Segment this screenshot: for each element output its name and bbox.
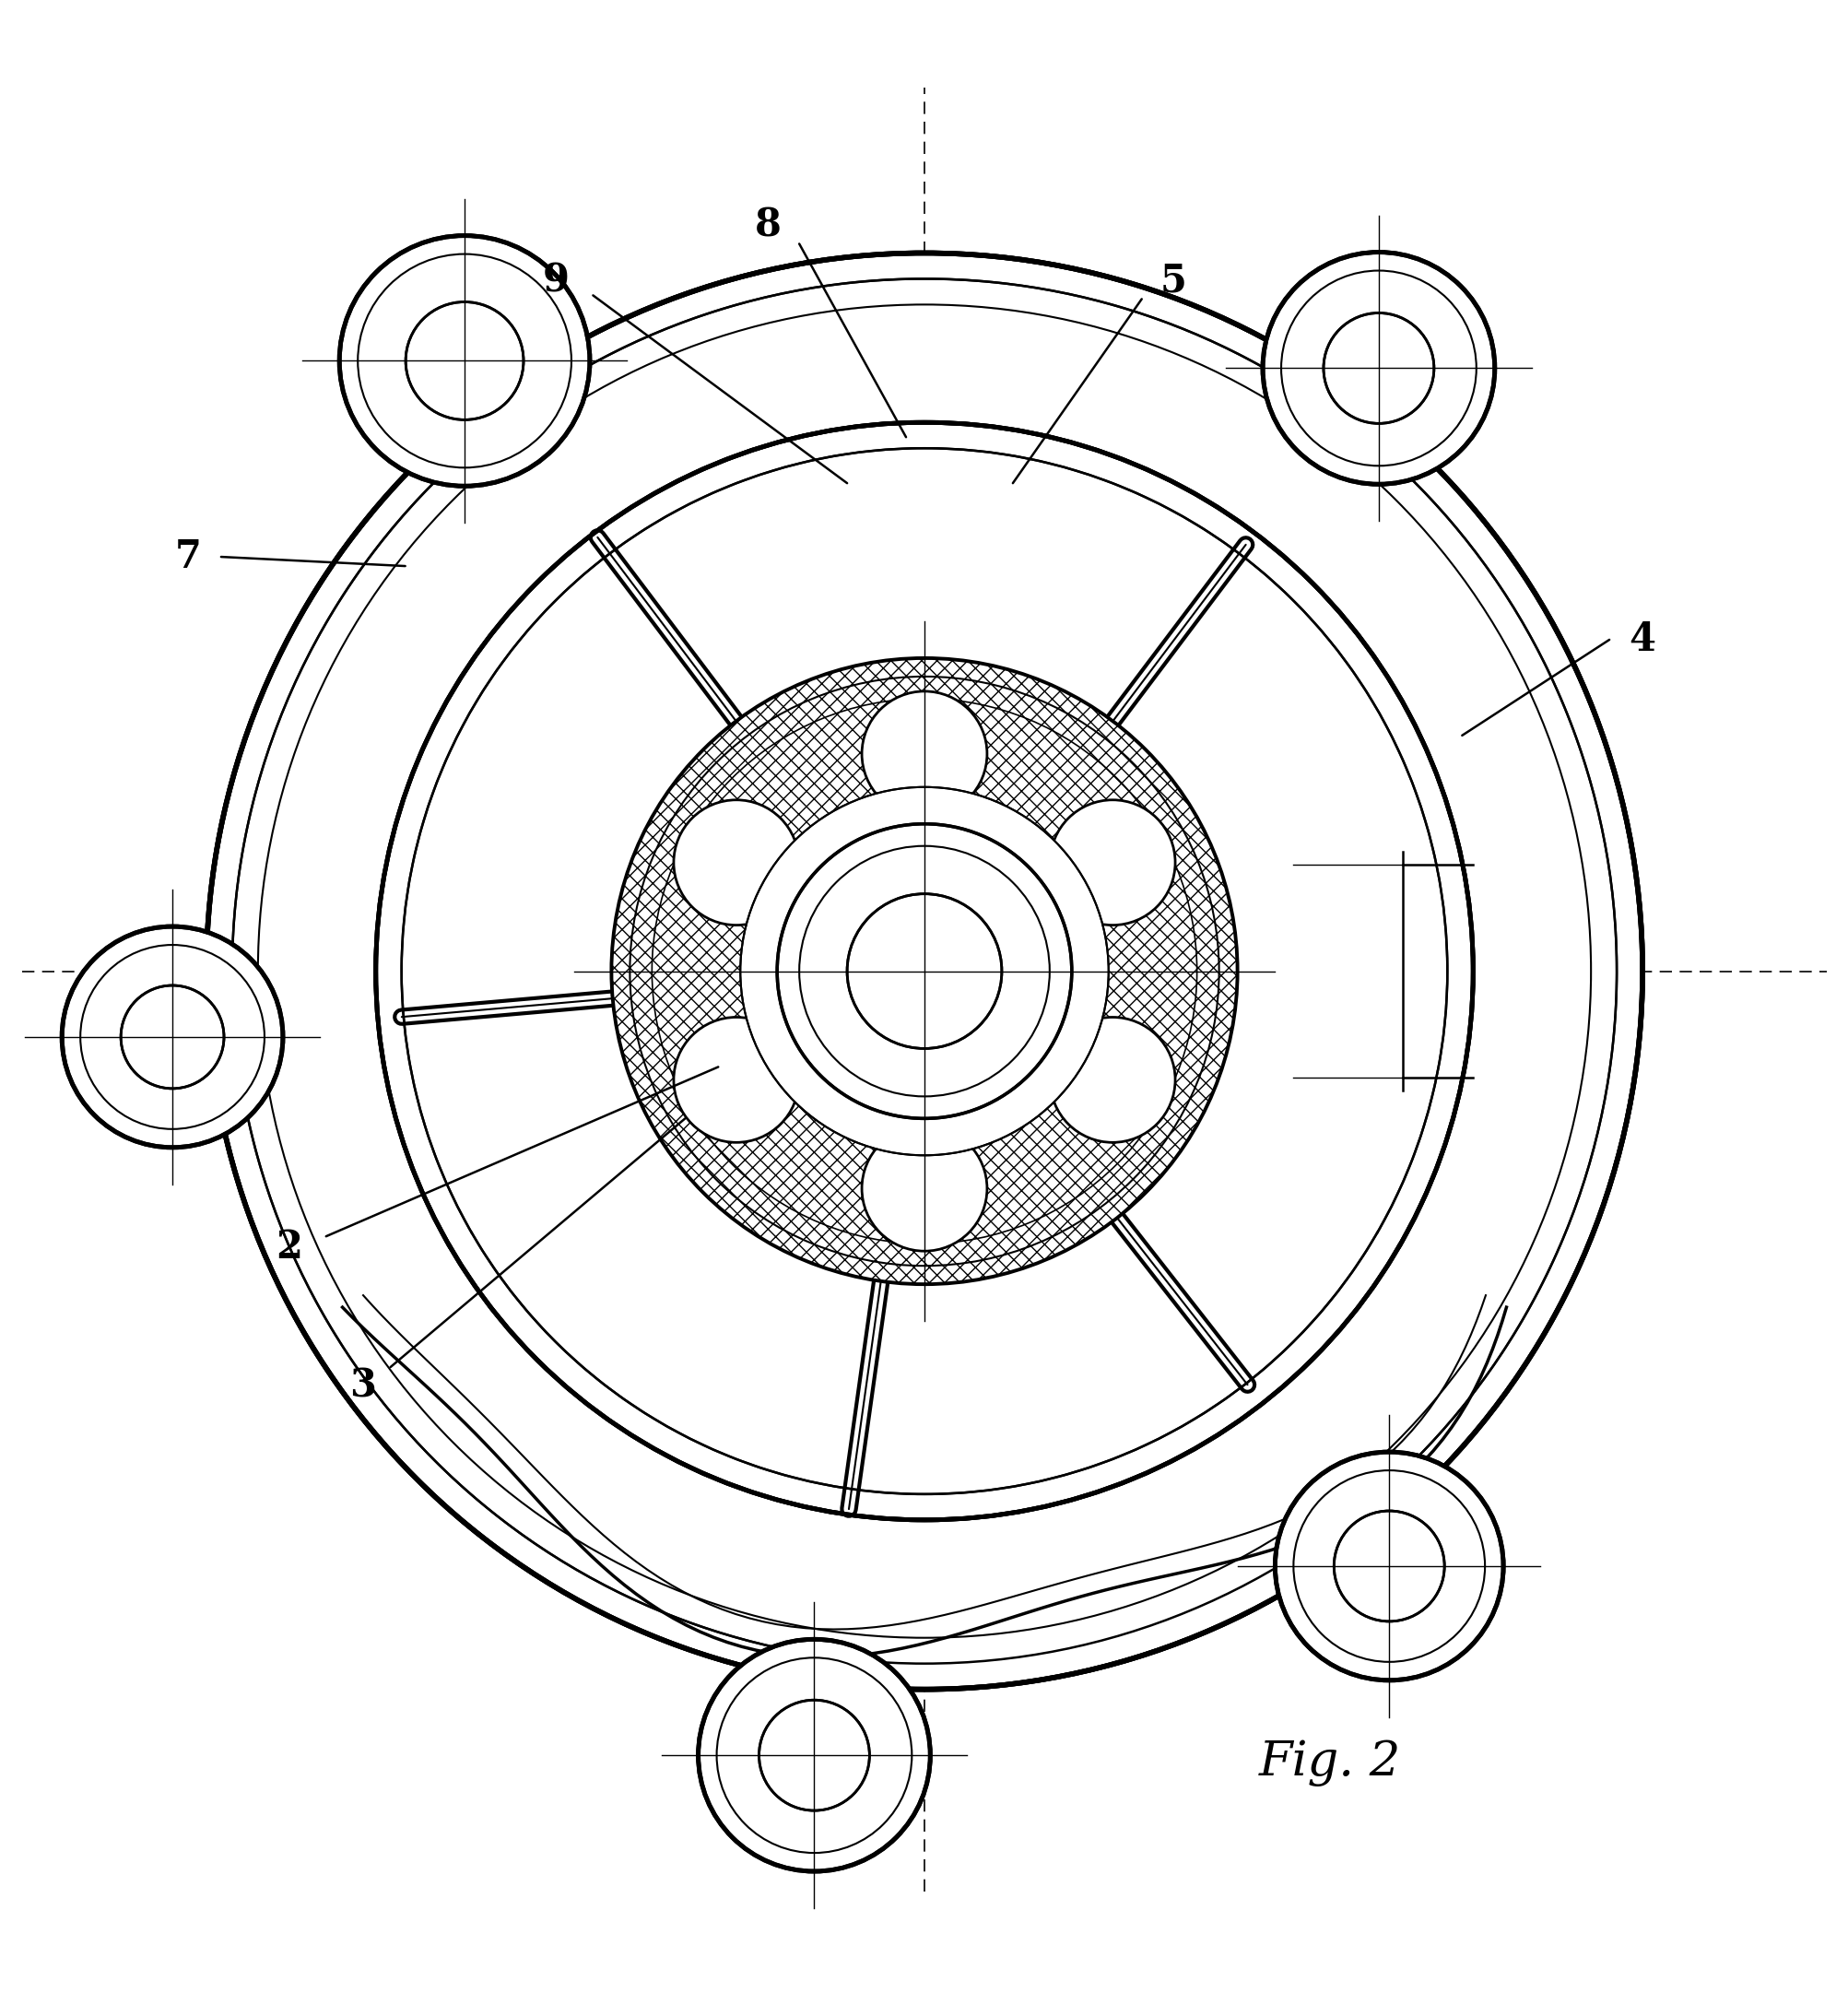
Circle shape [63,927,283,1147]
Circle shape [776,825,1072,1119]
Text: 2: 2 [275,1228,303,1266]
Text: 9: 9 [543,262,569,300]
Circle shape [699,1639,930,1871]
Text: 5: 5 [1159,262,1186,300]
Text: 8: 8 [754,206,782,244]
Circle shape [861,1125,987,1252]
Circle shape [1262,252,1493,484]
Circle shape [846,893,1002,1048]
Circle shape [739,786,1109,1155]
Circle shape [120,986,224,1089]
Circle shape [1332,1510,1443,1621]
Circle shape [673,800,798,925]
Text: 3: 3 [349,1367,375,1405]
Circle shape [1050,1018,1175,1143]
Circle shape [776,825,1072,1119]
Circle shape [760,1699,869,1810]
Circle shape [340,236,590,486]
Text: 4: 4 [1628,621,1656,659]
Text: 7: 7 [174,538,201,577]
Circle shape [405,302,523,419]
Circle shape [673,1018,798,1143]
Circle shape [861,691,987,816]
Circle shape [375,423,1473,1520]
Circle shape [207,252,1641,1689]
Circle shape [612,657,1236,1284]
Circle shape [1323,312,1434,423]
Text: Fig. 2: Fig. 2 [1258,1740,1401,1786]
Circle shape [1275,1452,1502,1679]
Circle shape [1050,800,1175,925]
